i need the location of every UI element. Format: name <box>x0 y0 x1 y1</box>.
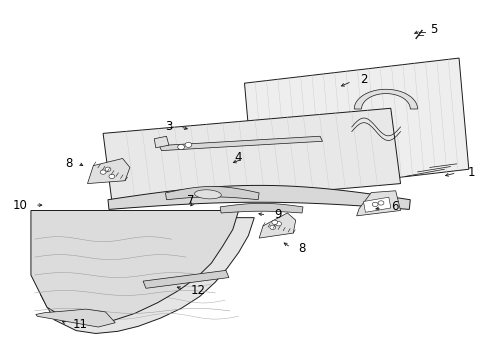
Circle shape <box>371 202 377 207</box>
Text: 8: 8 <box>298 242 305 255</box>
Polygon shape <box>143 270 228 288</box>
Polygon shape <box>159 136 322 150</box>
Polygon shape <box>259 213 295 238</box>
Circle shape <box>177 144 184 149</box>
Text: 5: 5 <box>429 23 436 36</box>
Polygon shape <box>363 197 390 212</box>
Text: 10: 10 <box>13 199 27 212</box>
Polygon shape <box>353 89 417 109</box>
Text: 7: 7 <box>186 194 194 207</box>
Polygon shape <box>36 309 115 327</box>
Circle shape <box>105 167 111 171</box>
Ellipse shape <box>194 190 221 199</box>
Circle shape <box>377 201 383 205</box>
Text: 6: 6 <box>390 201 397 213</box>
Text: 12: 12 <box>190 284 205 297</box>
Circle shape <box>100 170 106 174</box>
Text: 4: 4 <box>234 151 242 164</box>
Text: 11: 11 <box>73 318 88 331</box>
Polygon shape <box>165 186 259 200</box>
Text: 3: 3 <box>164 120 172 133</box>
Circle shape <box>109 174 115 179</box>
Polygon shape <box>356 191 400 216</box>
Circle shape <box>269 225 275 229</box>
Text: 8: 8 <box>65 157 73 170</box>
Circle shape <box>275 222 281 226</box>
Polygon shape <box>31 211 238 324</box>
Polygon shape <box>108 185 409 210</box>
Polygon shape <box>87 158 130 184</box>
Polygon shape <box>41 218 254 333</box>
Text: 1: 1 <box>467 166 474 179</box>
Polygon shape <box>154 136 168 148</box>
Polygon shape <box>244 58 468 194</box>
Polygon shape <box>220 203 303 213</box>
Circle shape <box>184 142 191 147</box>
Text: 9: 9 <box>274 208 282 221</box>
Polygon shape <box>103 108 400 209</box>
Text: 2: 2 <box>360 73 367 86</box>
Circle shape <box>271 220 277 225</box>
